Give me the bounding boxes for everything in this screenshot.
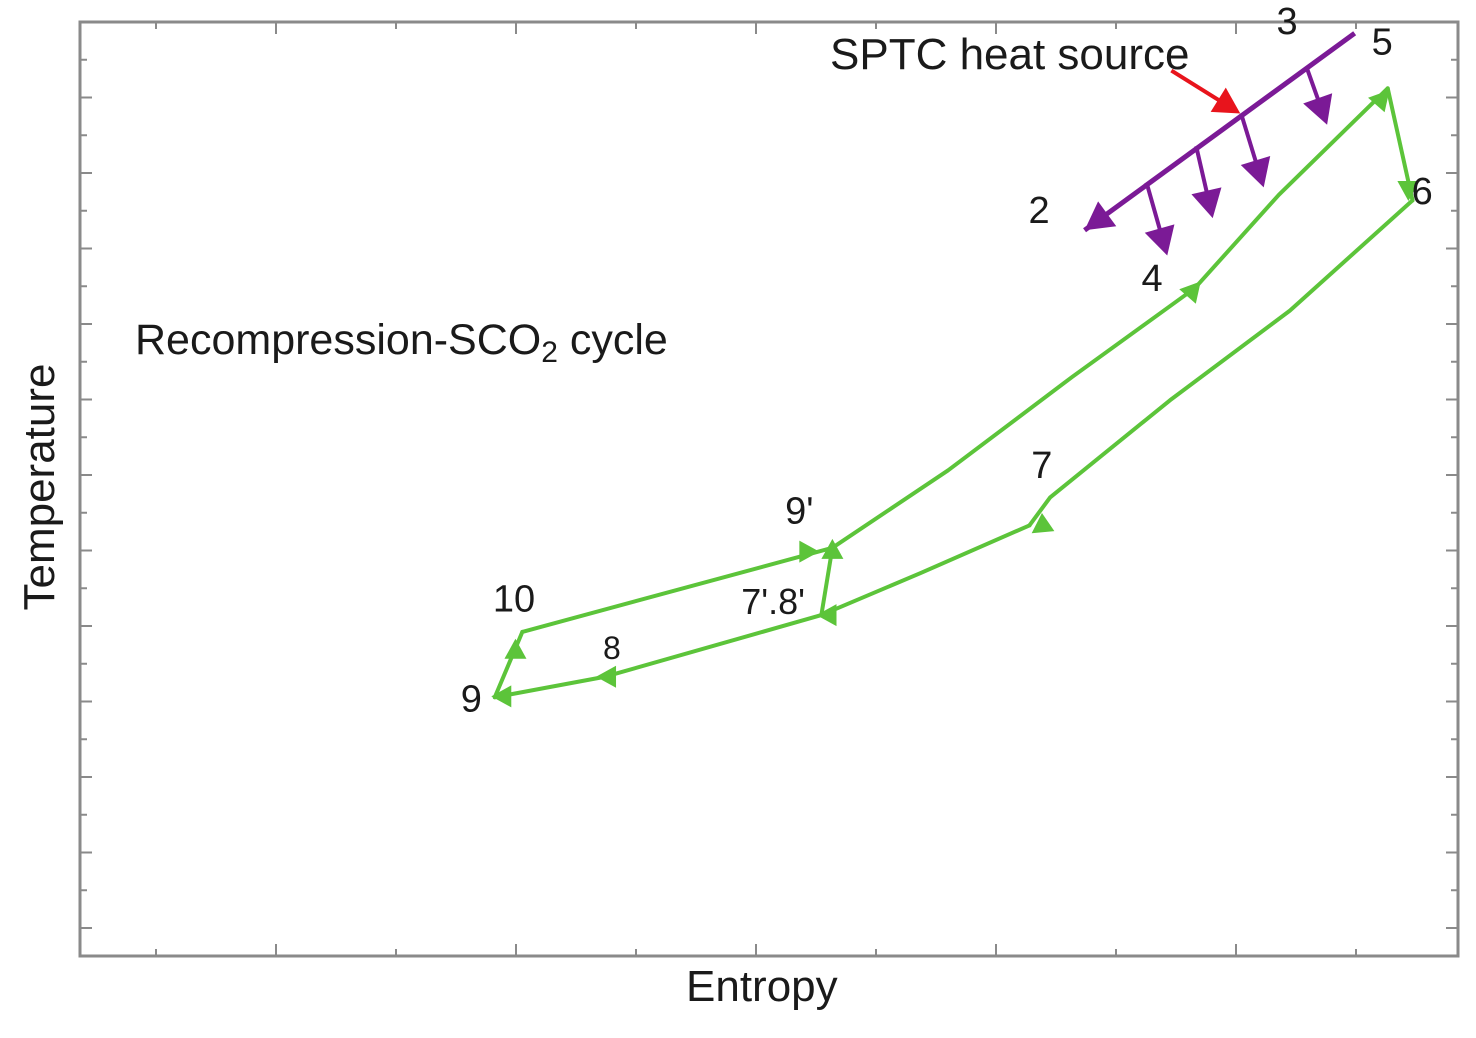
cycle-direction-arrow (504, 638, 527, 659)
cycle-direction-arrow (491, 685, 512, 708)
cycle-direction-arrow (1397, 180, 1420, 201)
state-point-label: 6 (1412, 171, 1433, 213)
axes (78, 20, 1460, 958)
cycle-annotation-main: Recompression-SCO (135, 316, 542, 364)
cycle-direction-arrow (1368, 89, 1390, 113)
heat-source-layer (1083, 31, 1357, 256)
point-labels: 3 5 6 2 4 7 9' 7'.8' 10 8 9 (461, 1, 1433, 720)
cycle-direction-arrow (1179, 281, 1201, 304)
state-point (520, 629, 525, 634)
cycle-annotation: Recompression-SCO2 cycle (135, 316, 668, 369)
y-axis-label: Temperature (15, 363, 64, 611)
state-point (1192, 286, 1197, 291)
state-point (830, 545, 835, 550)
heat-source-line (1083, 31, 1357, 233)
plot-frame (78, 20, 1460, 958)
cycle-path (492, 86, 1415, 700)
x-axis-label: Entropy (686, 962, 838, 1011)
state-point-label: 9 (461, 678, 482, 720)
state-point-label: 4 (1142, 258, 1163, 300)
state-point-label: 7 (1031, 445, 1052, 487)
heat-transfer-arrowhead (1240, 156, 1271, 188)
state-point (819, 613, 824, 618)
state-point-label: 5 (1372, 22, 1393, 64)
heat-transfer-arrowhead (1144, 224, 1175, 256)
cycle-direction-arrow (1031, 512, 1055, 534)
heat-transfer-arrowhead (1191, 187, 1222, 219)
cycle-direction-arrow (799, 540, 820, 563)
cycle-split-segment (819, 547, 835, 616)
cycle-layer (491, 86, 1420, 708)
cycle-direction-arrow (816, 604, 837, 627)
heat-source-arrowhead (1084, 201, 1117, 231)
state-point (492, 695, 497, 700)
cycle-annotation-subscript: 2 (541, 336, 558, 369)
state-point (603, 674, 608, 679)
state-point-label: 10 (493, 578, 535, 620)
heat-input-arrow-shaft (1170, 68, 1228, 107)
heat-transfer-arrowhead (1303, 93, 1333, 125)
state-point-label: 3 (1277, 1, 1298, 43)
state-point-label: 8 (603, 630, 621, 666)
heat-input-arrowhead (1210, 87, 1241, 114)
state-point-label: 7'.8' (741, 581, 805, 622)
heat-source-annotation: SPTC heat source (830, 30, 1190, 79)
state-point-label: 2 (1029, 190, 1050, 232)
state-point (1027, 523, 1032, 528)
state-point-label: 9' (785, 491, 813, 533)
cycle-annotation-tail: cycle (557, 316, 668, 364)
state-point (1385, 86, 1390, 91)
state-point (1410, 198, 1415, 203)
